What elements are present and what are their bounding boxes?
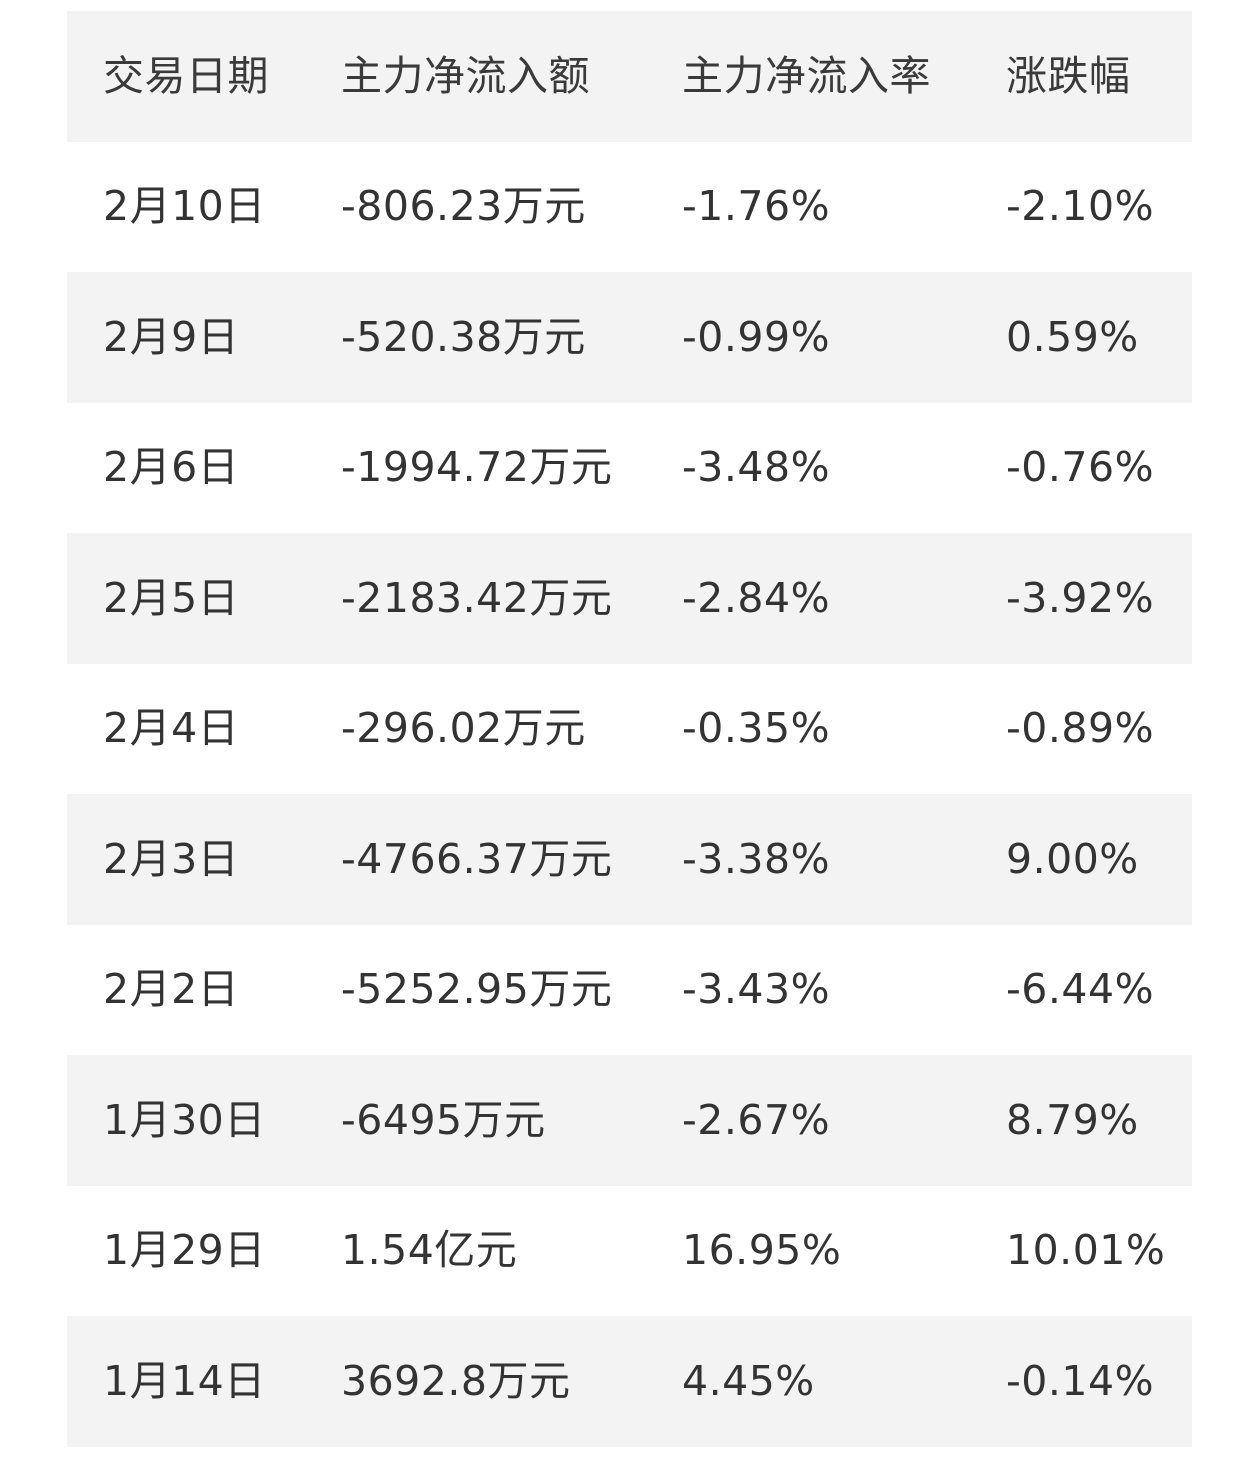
cell-change-pct: -2.10% bbox=[1006, 182, 1155, 231]
cell-change-pct: -3.92% bbox=[1006, 573, 1155, 622]
cell-date: 2月2日 bbox=[103, 965, 240, 1014]
table-row: 1月14日 3692.8万元 4.45% -0.14% bbox=[67, 1316, 1192, 1447]
table-row: 2月2日 -5252.95万元 -3.43% -6.44% bbox=[67, 925, 1192, 1056]
cell-change-pct: -0.14% bbox=[1006, 1356, 1155, 1405]
cell-change-pct: -6.44% bbox=[1006, 965, 1155, 1014]
cell-net-inflow-rate: -3.43% bbox=[682, 965, 831, 1014]
cell-net-inflow-amount: -296.02万元 bbox=[341, 704, 586, 753]
cell-net-inflow-amount: -2183.42万元 bbox=[341, 573, 613, 622]
cell-date: 1月29日 bbox=[103, 1226, 266, 1275]
header-change-pct: 涨跌幅 bbox=[1006, 51, 1131, 100]
cell-net-inflow-amount: -806.23万元 bbox=[341, 182, 586, 231]
header-trade-date: 交易日期 bbox=[103, 51, 269, 100]
table-row: 2月6日 -1994.72万元 -3.48% -0.76% bbox=[67, 403, 1192, 534]
cell-change-pct: -0.76% bbox=[1006, 443, 1155, 492]
cell-net-inflow-rate: -2.84% bbox=[682, 573, 831, 622]
cell-change-pct: 9.00% bbox=[1006, 834, 1139, 883]
table-row: 2月4日 -296.02万元 -0.35% -0.89% bbox=[67, 664, 1192, 795]
cell-net-inflow-rate: -1.76% bbox=[682, 182, 831, 231]
table-row: 2月9日 -520.38万元 -0.99% 0.59% bbox=[67, 272, 1192, 403]
cell-net-inflow-rate: -3.38% bbox=[682, 834, 831, 883]
cell-change-pct: 0.59% bbox=[1006, 312, 1139, 361]
table-row: 1月29日 1.54亿元 16.95% 10.01% bbox=[67, 1186, 1192, 1317]
cell-date: 2月9日 bbox=[103, 312, 240, 361]
cell-net-inflow-amount: -6495万元 bbox=[341, 1095, 546, 1144]
cell-net-inflow-amount: -520.38万元 bbox=[341, 312, 586, 361]
cell-net-inflow-rate: 4.45% bbox=[682, 1356, 815, 1405]
cell-net-inflow-rate: -0.35% bbox=[682, 704, 831, 753]
header-net-inflow-amount: 主力净流入额 bbox=[341, 51, 590, 100]
cell-date: 2月6日 bbox=[103, 443, 240, 492]
cell-net-inflow-amount: 1.54亿元 bbox=[341, 1226, 518, 1275]
cell-net-inflow-amount: 3692.8万元 bbox=[341, 1356, 571, 1405]
cell-date: 2月5日 bbox=[103, 573, 240, 622]
cell-date: 1月14日 bbox=[103, 1356, 266, 1405]
cell-date: 2月4日 bbox=[103, 704, 240, 753]
cell-net-inflow-rate: 16.95% bbox=[682, 1226, 842, 1275]
table-row: 2月3日 -4766.37万元 -3.38% 9.00% bbox=[67, 794, 1192, 925]
cell-net-inflow-amount: -1994.72万元 bbox=[341, 443, 613, 492]
header-net-inflow-rate: 主力净流入率 bbox=[682, 51, 931, 100]
table-row: 2月10日 -806.23万元 -1.76% -2.10% bbox=[67, 142, 1192, 273]
table-row: 1月30日 -6495万元 -2.67% 8.79% bbox=[67, 1055, 1192, 1186]
cell-date: 2月3日 bbox=[103, 834, 240, 883]
cell-change-pct: 8.79% bbox=[1006, 1095, 1139, 1144]
table-row: 2月5日 -2183.42万元 -2.84% -3.92% bbox=[67, 533, 1192, 664]
cell-net-inflow-rate: -0.99% bbox=[682, 312, 831, 361]
money-flow-table: 交易日期 主力净流入额 主力净流入率 涨跌幅 2月10日 -806.23万元 -… bbox=[67, 11, 1192, 1447]
table-header-row: 交易日期 主力净流入额 主力净流入率 涨跌幅 bbox=[67, 11, 1192, 142]
cell-net-inflow-rate: -3.48% bbox=[682, 443, 831, 492]
cell-net-inflow-amount: -4766.37万元 bbox=[341, 834, 613, 883]
cell-change-pct: -0.89% bbox=[1006, 704, 1155, 753]
cell-net-inflow-amount: -5252.95万元 bbox=[341, 965, 613, 1014]
cell-date: 1月30日 bbox=[103, 1095, 266, 1144]
cell-net-inflow-rate: -2.67% bbox=[682, 1095, 831, 1144]
cell-change-pct: 10.01% bbox=[1006, 1226, 1166, 1275]
cell-date: 2月10日 bbox=[103, 182, 266, 231]
